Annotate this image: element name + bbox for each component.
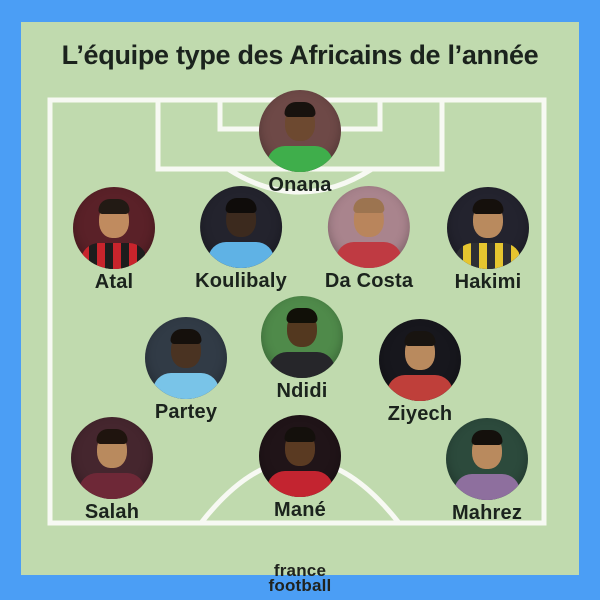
player-photo	[73, 187, 155, 269]
player-jersey	[455, 243, 521, 269]
player-jersey	[387, 375, 453, 401]
player-jersey	[335, 242, 402, 268]
player: Ndidi	[261, 296, 343, 402]
player-jersey	[81, 243, 147, 269]
player: Salah	[71, 417, 153, 523]
player-hair	[284, 102, 316, 117]
player-jersey	[269, 352, 335, 378]
player: Da Costa	[325, 186, 413, 292]
player: Koulibaly	[195, 186, 287, 292]
player-hair	[353, 198, 385, 213]
player-photo	[259, 90, 341, 172]
logo-line-2: football	[268, 576, 332, 595]
player-name-label: Mané	[274, 499, 326, 521]
player-name-label: Ziyech	[387, 403, 453, 425]
title: L’équipe type des Africains de l’année	[61, 40, 539, 70]
player: Onana	[259, 90, 341, 196]
player-hair	[286, 308, 318, 323]
player-hair	[471, 430, 503, 445]
player-photo	[71, 417, 153, 499]
player-hair	[96, 429, 128, 444]
player-hair	[472, 199, 504, 214]
player-name-label: Atal	[94, 271, 134, 293]
player-photo	[200, 186, 282, 268]
player-photo	[259, 415, 341, 497]
player-photo	[446, 418, 528, 500]
france-football-logo: france football	[0, 561, 600, 595]
player: Hakimi	[447, 187, 529, 293]
player-jersey	[454, 474, 520, 500]
player-jersey	[153, 373, 219, 399]
logo-line-1: france	[273, 561, 327, 580]
player-hair	[225, 198, 257, 213]
player-hair	[170, 329, 202, 344]
player-name-label: Mahrez	[451, 502, 523, 524]
player-jersey	[267, 471, 333, 497]
player: Partey	[145, 317, 227, 423]
player-hair	[98, 199, 130, 214]
player-photo	[447, 187, 529, 269]
player-photo	[379, 319, 461, 401]
player-hair	[404, 331, 436, 346]
player-name-label: Koulibaly	[195, 270, 287, 292]
player-jersey	[79, 473, 145, 499]
player: Mahrez	[446, 418, 528, 524]
player-name-label: Partey	[154, 401, 218, 423]
penalty-arc-line	[226, 166, 374, 195]
player-jersey	[208, 242, 274, 268]
player: Mané	[259, 415, 341, 521]
player: Atal	[73, 187, 155, 293]
player-hair	[284, 427, 316, 442]
player-photo	[261, 296, 343, 378]
player-name-label: Hakimi	[454, 271, 522, 293]
player-name-label: Da Costa	[324, 270, 414, 292]
player-name-label: Onana	[268, 174, 332, 196]
player-photo	[327, 186, 410, 268]
player-photo	[145, 317, 227, 399]
player-name-label: Ndidi	[276, 380, 328, 402]
player-jersey	[267, 146, 333, 172]
player-name-label: Salah	[84, 501, 140, 523]
player: Ziyech	[379, 319, 461, 425]
